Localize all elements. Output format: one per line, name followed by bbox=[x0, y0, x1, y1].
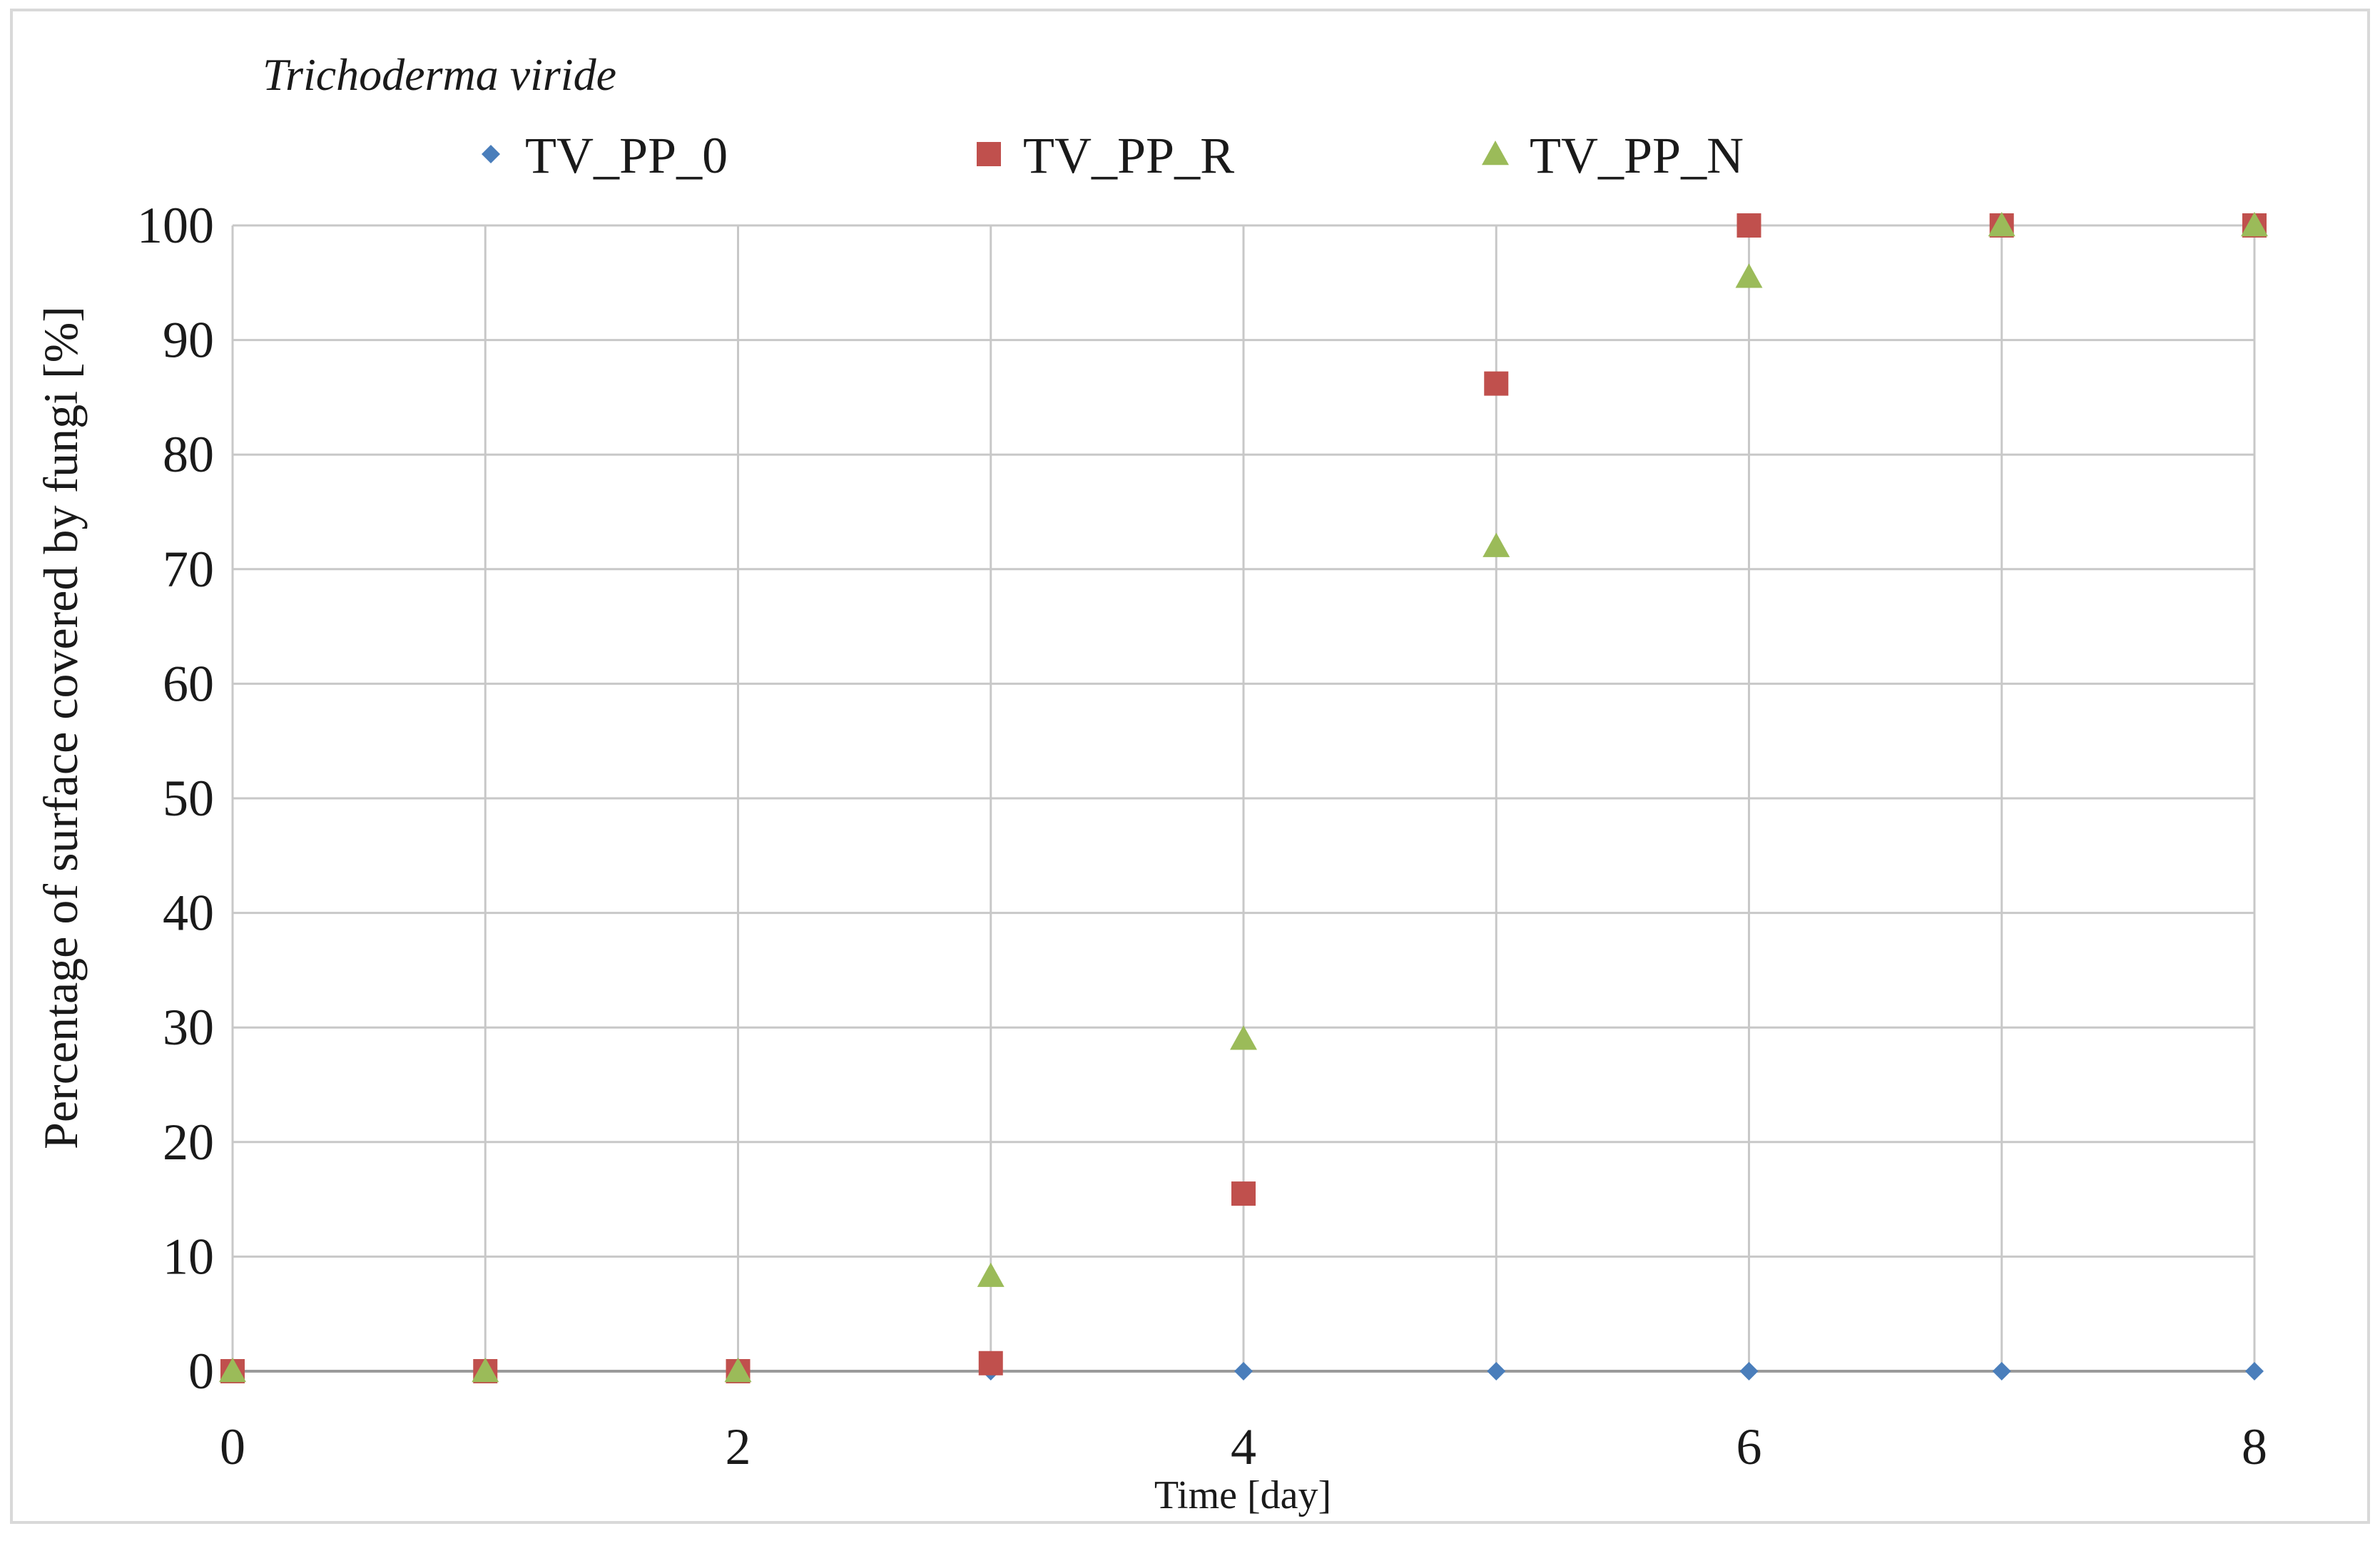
data-point-TV_PP_N-day-1 bbox=[472, 1358, 499, 1383]
data-point-TV_PP_N-day-0 bbox=[219, 1358, 246, 1383]
x-axis-label: Time [day] bbox=[1154, 1473, 1331, 1517]
y-tick-label: 90 bbox=[163, 312, 214, 369]
legend-item-TV_PP_0: TV_PP_0 bbox=[482, 127, 728, 184]
data-point-TV_PP_R-day-5 bbox=[1484, 371, 1509, 396]
data-point-TV_PP_0-day-4 bbox=[1234, 1362, 1253, 1380]
data-point-TV_PP_0-day-6 bbox=[1739, 1362, 1759, 1380]
data-point-TV_PP_N-day-6 bbox=[1735, 263, 1763, 288]
y-axis-label: Percentage of surface covered by fungi [… bbox=[34, 306, 88, 1149]
x-tick-labels: 0 2 4 6 8 bbox=[220, 1418, 2267, 1475]
x-tick-label: 2 bbox=[726, 1418, 751, 1475]
legend-label: TV_PP_R bbox=[1023, 127, 1234, 184]
data-point-TV_PP_0-day-5 bbox=[1487, 1362, 1506, 1380]
legend-marker bbox=[977, 142, 1001, 166]
y-tick-label: 70 bbox=[163, 541, 214, 598]
legend-marker bbox=[482, 145, 500, 163]
legend: TV_PP_0 TV_PP_R TV_PP_N bbox=[482, 127, 1744, 184]
y-tick-label: 100 bbox=[137, 197, 214, 254]
data-point-TV_PP_N-day-8 bbox=[2241, 212, 2268, 237]
y-gridlines bbox=[233, 224, 2254, 1373]
y-tick-label: 60 bbox=[163, 655, 214, 712]
data-point-TV_PP_0-day-7 bbox=[1992, 1362, 2011, 1380]
data-point-TV_PP_N-day-4 bbox=[1230, 1025, 1257, 1050]
data-point-TV_PP_N-day-3 bbox=[977, 1262, 1005, 1287]
data-point-TV_PP_N-day-7 bbox=[1988, 212, 2015, 237]
y-tick-label: 20 bbox=[163, 1114, 214, 1171]
x-tick-label: 8 bbox=[2242, 1418, 2267, 1475]
data-point-TV_PP_N-day-2 bbox=[724, 1358, 752, 1383]
x-tick-label: 0 bbox=[220, 1418, 245, 1475]
y-tick-label: 50 bbox=[163, 770, 214, 827]
legend-marker bbox=[1482, 141, 1509, 166]
y-tick-label: 10 bbox=[163, 1228, 214, 1285]
chart-title: Trichoderma viride bbox=[263, 49, 616, 100]
y-tick-labels: 0 10 20 30 40 50 60 70 80 90 100 bbox=[137, 197, 214, 1400]
legend-item-TV_PP_N: TV_PP_N bbox=[1482, 127, 1744, 184]
data-point-TV_PP_R-day-3 bbox=[978, 1351, 1003, 1375]
y-tick-label: 30 bbox=[163, 999, 214, 1056]
legend-label: TV_PP_N bbox=[1530, 127, 1744, 184]
y-tick-label: 0 bbox=[188, 1343, 214, 1400]
x-tick-label: 6 bbox=[1736, 1418, 1762, 1475]
data-point-TV_PP_R-day-6 bbox=[1736, 213, 1761, 238]
data-point-TV_PP_R-day-4 bbox=[1231, 1181, 1256, 1206]
legend-label: TV_PP_0 bbox=[525, 127, 728, 184]
y-tick-label: 40 bbox=[163, 885, 214, 942]
data-point-TV_PP_0-day-8 bbox=[2245, 1362, 2264, 1380]
series-TV_PP_N bbox=[219, 212, 2268, 1383]
legend-item-TV_PP_R: TV_PP_R bbox=[977, 127, 1234, 184]
y-tick-label: 80 bbox=[163, 426, 214, 483]
chart-frame bbox=[10, 9, 2370, 1524]
x-tick-label: 4 bbox=[1231, 1418, 1256, 1475]
data-points bbox=[219, 212, 2268, 1383]
data-point-TV_PP_N-day-5 bbox=[1483, 532, 1510, 557]
